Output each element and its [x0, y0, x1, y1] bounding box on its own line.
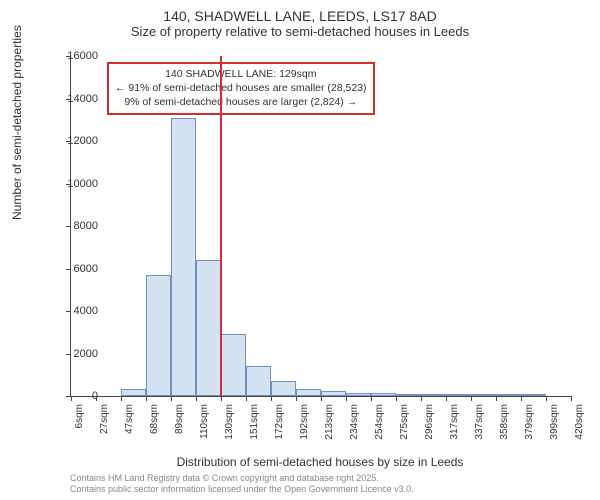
x-tick-mark: [321, 396, 322, 401]
x-tick-mark: [146, 396, 147, 401]
x-tick-label: 399sqm: [549, 404, 560, 440]
annotation-line2: ← 91% of semi-detached houses are smalle…: [115, 81, 367, 95]
plot-area: 140 SHADWELL LANE: 129sqm ← 91% of semi-…: [70, 56, 571, 397]
x-tick-label: 89sqm: [174, 404, 185, 434]
x-tick-mark: [371, 396, 372, 401]
footer-line2: Contains public sector information licen…: [70, 484, 414, 496]
chart-container: 140, SHADWELL LANE, LEEDS, LS17 8AD Size…: [0, 0, 600, 500]
histogram-bar: [296, 389, 321, 396]
y-tick-label: 16000: [38, 50, 98, 62]
x-tick-label: 358sqm: [499, 404, 510, 440]
histogram-bar: [521, 394, 546, 396]
x-tick-mark: [246, 396, 247, 401]
x-tick-mark: [446, 396, 447, 401]
histogram-bar: [396, 394, 421, 396]
x-tick-label: 68sqm: [149, 404, 160, 434]
x-tick-label: 275sqm: [399, 404, 410, 440]
x-axis-label: Distribution of semi-detached houses by …: [70, 455, 570, 469]
y-tick-label: 4000: [38, 305, 98, 317]
histogram-bar: [146, 275, 171, 396]
x-tick-label: 379sqm: [524, 404, 535, 440]
histogram-bar: [471, 394, 496, 396]
annotation-line1: 140 SHADWELL LANE: 129sqm: [115, 67, 367, 81]
histogram-bar: [421, 394, 446, 396]
x-tick-mark: [171, 396, 172, 401]
y-tick-label: 0: [38, 390, 98, 402]
x-tick-mark: [521, 396, 522, 401]
x-tick-label: 213sqm: [324, 404, 335, 440]
y-tick-label: 8000: [38, 220, 98, 232]
x-tick-mark: [496, 396, 497, 401]
x-tick-mark: [396, 396, 397, 401]
y-tick-label: 12000: [38, 135, 98, 147]
x-tick-mark: [196, 396, 197, 401]
histogram-bar: [496, 394, 521, 396]
x-tick-label: 47sqm: [124, 404, 135, 434]
annotation-line3: 9% of semi-detached houses are larger (2…: [115, 95, 367, 109]
histogram-bar: [121, 389, 146, 396]
y-tick-label: 2000: [38, 348, 98, 360]
x-tick-label: 337sqm: [474, 404, 485, 440]
footer-attribution: Contains HM Land Registry data © Crown c…: [70, 473, 414, 496]
x-tick-label: 234sqm: [349, 404, 360, 440]
x-tick-label: 254sqm: [374, 404, 385, 440]
histogram-bar: [196, 260, 221, 396]
x-tick-mark: [571, 396, 572, 401]
x-tick-mark: [546, 396, 547, 401]
x-tick-label: 192sqm: [299, 404, 310, 440]
histogram-bar: [171, 118, 196, 396]
chart-subtitle: Size of property relative to semi-detach…: [0, 24, 600, 45]
x-tick-mark: [296, 396, 297, 401]
histogram-bar: [321, 391, 346, 396]
y-tick-label: 6000: [38, 263, 98, 275]
y-axis-label: Number of semi-detached properties: [10, 25, 24, 220]
y-tick-label: 14000: [38, 93, 98, 105]
annotation-box: 140 SHADWELL LANE: 129sqm ← 91% of semi-…: [107, 62, 375, 115]
x-tick-label: 420sqm: [574, 404, 585, 440]
x-tick-mark: [471, 396, 472, 401]
x-tick-label: 27sqm: [99, 404, 110, 434]
x-tick-label: 172sqm: [274, 404, 285, 440]
y-tick-label: 10000: [38, 178, 98, 190]
x-tick-label: 296sqm: [424, 404, 435, 440]
x-tick-mark: [421, 396, 422, 401]
footer-line1: Contains HM Land Registry data © Crown c…: [70, 473, 414, 485]
histogram-bar: [446, 394, 471, 396]
histogram-bar: [371, 393, 396, 396]
histogram-bar: [271, 381, 296, 396]
reference-line: [220, 56, 222, 396]
x-tick-mark: [271, 396, 272, 401]
histogram-bar: [246, 366, 271, 396]
x-tick-label: 151sqm: [249, 404, 260, 440]
x-tick-mark: [221, 396, 222, 401]
x-tick-mark: [121, 396, 122, 401]
x-tick-label: 6sqm: [74, 404, 85, 428]
x-tick-label: 130sqm: [224, 404, 235, 440]
x-tick-label: 110sqm: [199, 404, 210, 439]
histogram-bar: [346, 393, 371, 396]
x-tick-mark: [346, 396, 347, 401]
chart-title: 140, SHADWELL LANE, LEEDS, LS17 8AD: [0, 0, 600, 24]
histogram-bar: [221, 334, 246, 396]
x-tick-label: 317sqm: [449, 404, 460, 440]
